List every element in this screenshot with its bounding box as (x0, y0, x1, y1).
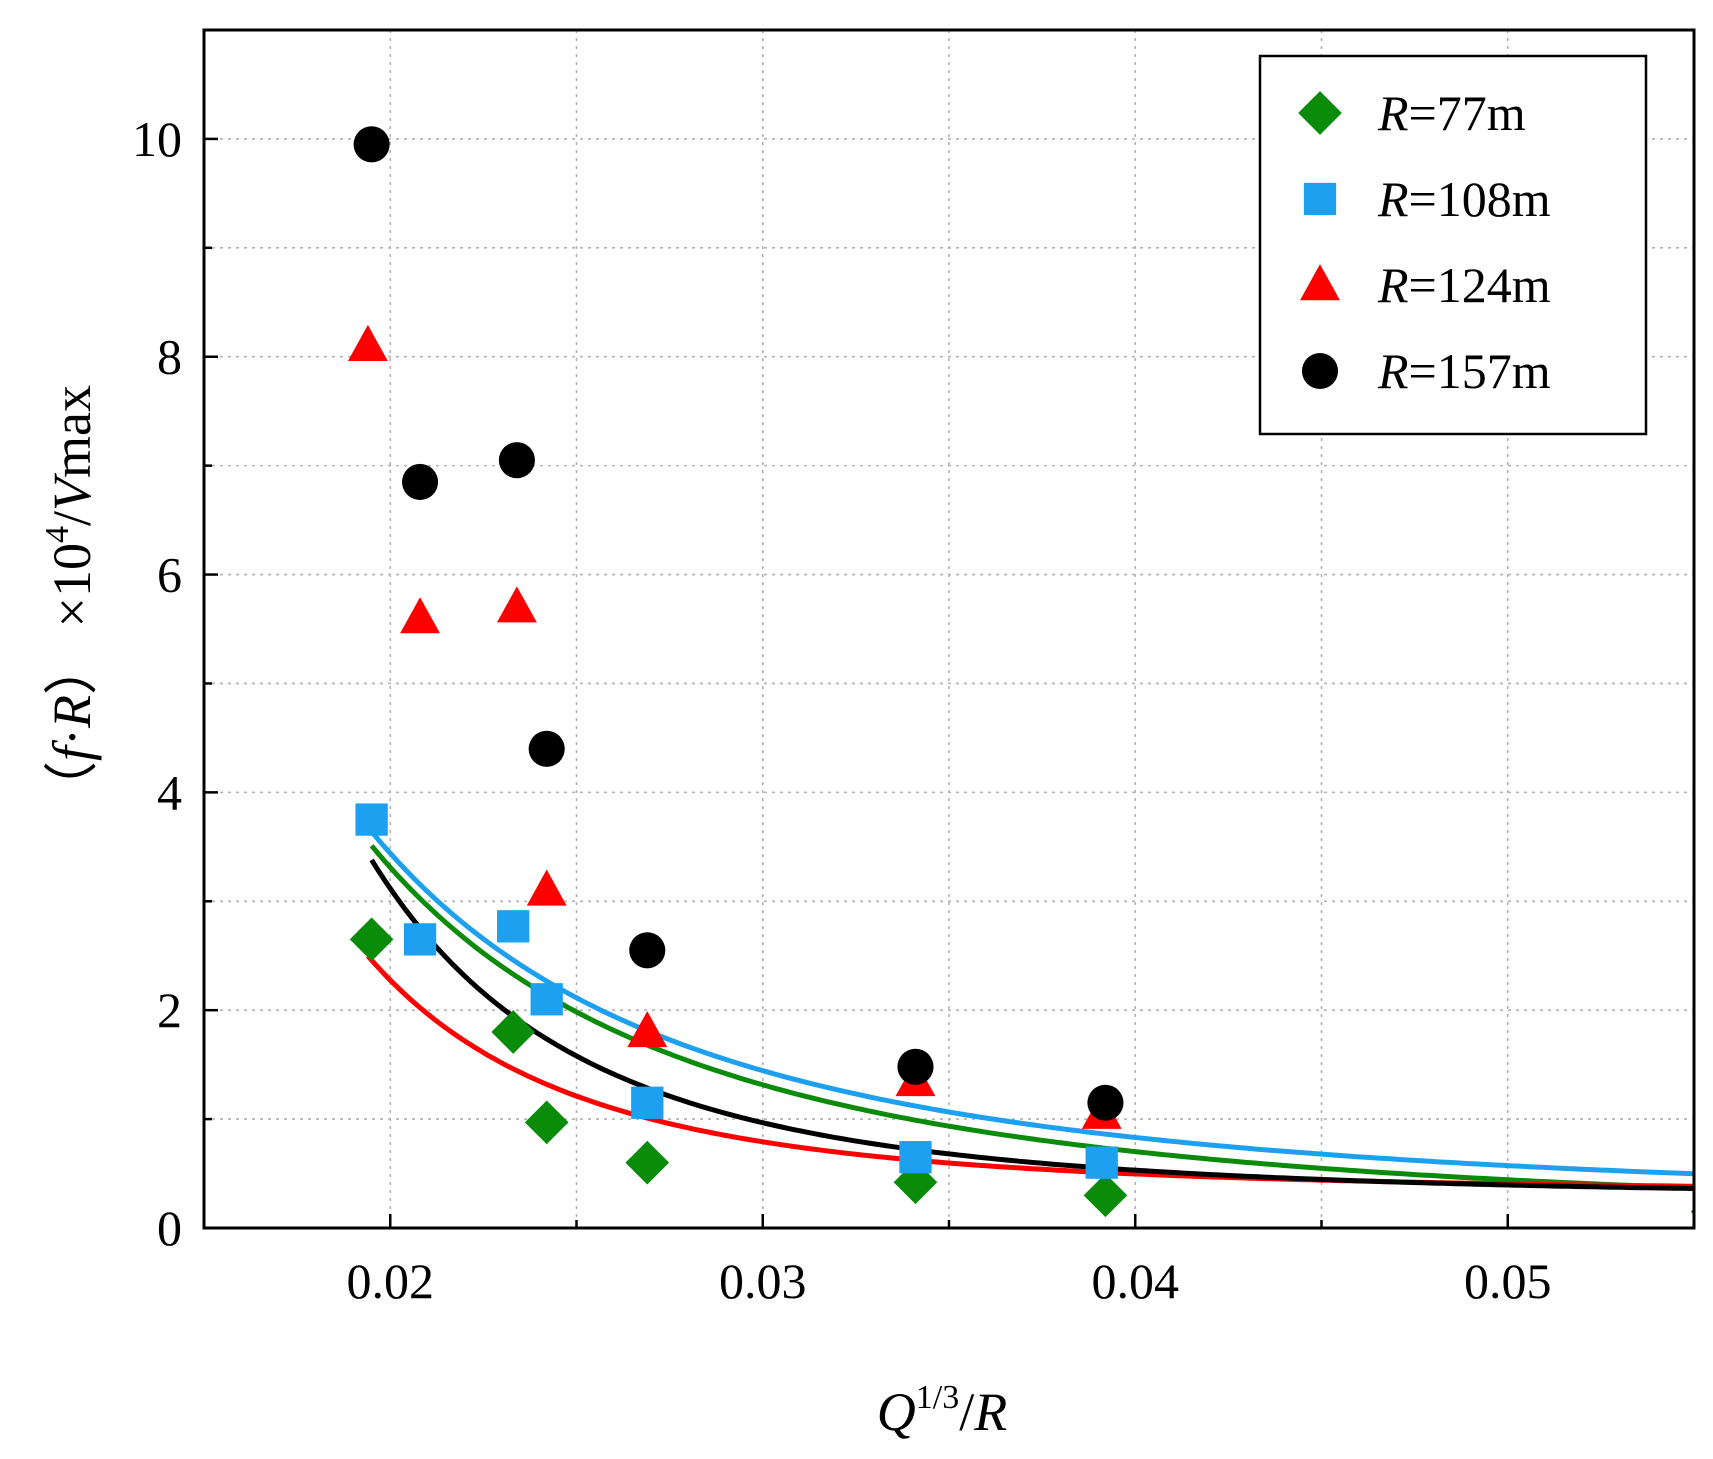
fit-curve-r108m (369, 829, 1695, 1177)
x-tick-label: 0.05 (1464, 1253, 1552, 1309)
data-point-square (403, 923, 437, 956)
x-tick-label: 0.03 (719, 1253, 807, 1309)
legend-marker-square (1303, 182, 1337, 216)
data-point-circle (1087, 1084, 1124, 1121)
legend-marker-circle (1301, 352, 1339, 390)
data-point-triangle (496, 586, 537, 623)
y-tick-label: 10 (132, 111, 182, 167)
data-point-diamond (524, 1100, 569, 1145)
axis-ticks: 0.02 0.03 0.04 0.05 0 2 4 6 8 10 (132, 28, 1696, 1309)
data-point-square (631, 1086, 664, 1119)
legend-marker-triangle (1300, 264, 1340, 301)
data-point-triangle (526, 869, 567, 906)
legend-label: R=124m (1377, 257, 1551, 313)
data-point-circle (402, 463, 439, 501)
x-axis-title: Q1/3/R (877, 1379, 1007, 1442)
data-point-diamond (349, 917, 394, 962)
data-point-diamond (625, 1140, 670, 1185)
data-point-square (355, 803, 388, 836)
x-tick-label: 0.02 (347, 1253, 435, 1309)
data-point-triangle (400, 597, 440, 634)
data-point-triangle (1692, 1188, 1694, 1191)
legend-label: R=108m (1377, 171, 1551, 227)
x-tick-label: 0.04 (1092, 1253, 1180, 1309)
data-point-square (530, 983, 563, 1016)
fit-curves (366, 829, 1695, 1191)
data-point-square (1085, 1146, 1118, 1179)
data-point-circle (629, 932, 666, 969)
y-tick-label: 2 (157, 982, 182, 1038)
data-point-square (1696, 1179, 1713, 1211)
y-tick-label: 8 (157, 329, 182, 385)
data-point-circle (353, 126, 390, 163)
fit-curve-r77m (369, 844, 1695, 1191)
data-point-diamond (1083, 1173, 1128, 1218)
y-tick-label: 6 (157, 547, 182, 603)
data-point-circle (897, 1048, 934, 1085)
data-point-diamond (491, 1010, 536, 1054)
y-axis-title: （f·R） ×104/Vmax (39, 385, 102, 815)
data-point-triangle (347, 324, 388, 362)
data-point-square (899, 1141, 932, 1174)
legend-label: R=157m (1377, 343, 1551, 399)
y-tick-label: 4 (157, 764, 182, 820)
data-point-circle (498, 442, 535, 479)
data-point-square (497, 910, 530, 943)
fit-curve-r157m (369, 858, 1695, 1191)
legend-marker-diamond (1298, 91, 1342, 135)
y-tick-label: 0 (157, 1200, 182, 1256)
data-point-circle (1695, 1150, 1713, 1186)
data-markers (347, 126, 1713, 1218)
legend: R=77m R=108m R=124m R=157m (1258, 54, 1648, 436)
data-point-triangle (627, 1011, 668, 1048)
data-point-circle (528, 730, 565, 767)
legend-label: R=77m (1377, 85, 1526, 141)
